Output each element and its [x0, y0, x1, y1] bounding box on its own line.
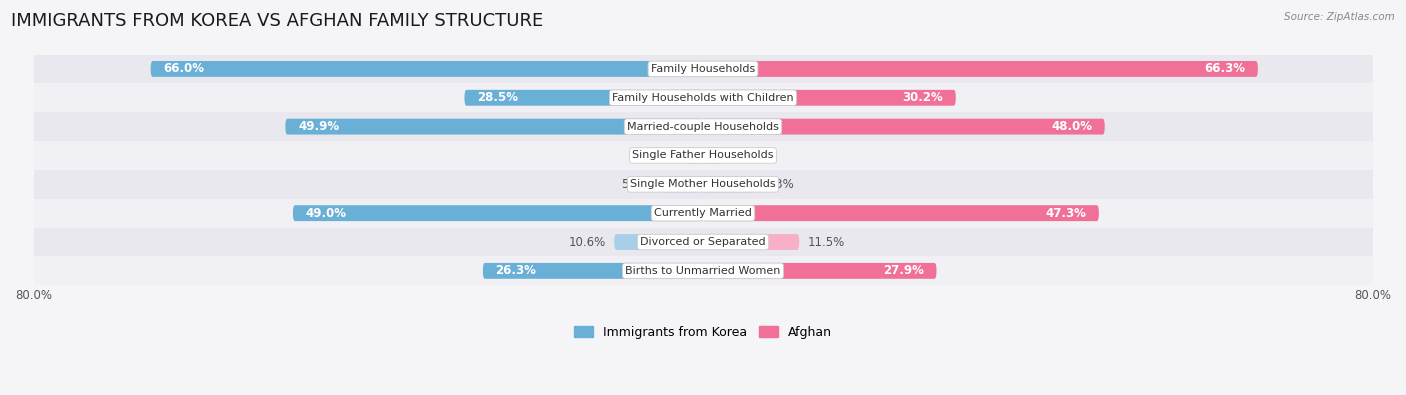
FancyBboxPatch shape — [703, 118, 1105, 135]
Bar — [34, 199, 1372, 228]
Text: 2.0%: 2.0% — [648, 149, 678, 162]
Text: 28.5%: 28.5% — [477, 91, 517, 104]
Text: 2.3%: 2.3% — [731, 149, 761, 162]
Text: Married-couple Households: Married-couple Households — [627, 122, 779, 132]
Text: Single Mother Households: Single Mother Households — [630, 179, 776, 189]
Bar — [34, 55, 1372, 83]
Bar — [34, 170, 1372, 199]
Text: 5.3%: 5.3% — [620, 178, 651, 191]
FancyBboxPatch shape — [464, 90, 703, 106]
Text: 66.0%: 66.0% — [163, 62, 204, 75]
FancyBboxPatch shape — [703, 61, 1258, 77]
Bar — [34, 256, 1372, 285]
Text: Divorced or Separated: Divorced or Separated — [640, 237, 766, 247]
Legend: Immigrants from Korea, Afghan: Immigrants from Korea, Afghan — [569, 321, 837, 344]
Text: 6.3%: 6.3% — [763, 178, 794, 191]
Text: 66.3%: 66.3% — [1205, 62, 1246, 75]
FancyBboxPatch shape — [703, 148, 723, 164]
Text: Family Households with Children: Family Households with Children — [612, 93, 794, 103]
FancyBboxPatch shape — [150, 61, 703, 77]
Text: IMMIGRANTS FROM KOREA VS AFGHAN FAMILY STRUCTURE: IMMIGRANTS FROM KOREA VS AFGHAN FAMILY S… — [11, 12, 544, 30]
FancyBboxPatch shape — [703, 263, 936, 279]
Text: 49.9%: 49.9% — [298, 120, 339, 133]
FancyBboxPatch shape — [703, 90, 956, 106]
FancyBboxPatch shape — [703, 205, 1099, 221]
Text: 48.0%: 48.0% — [1052, 120, 1092, 133]
Text: 30.2%: 30.2% — [903, 91, 943, 104]
Text: 10.6%: 10.6% — [568, 235, 606, 248]
Bar — [34, 112, 1372, 141]
FancyBboxPatch shape — [686, 148, 703, 164]
Bar — [34, 83, 1372, 112]
FancyBboxPatch shape — [614, 234, 703, 250]
FancyBboxPatch shape — [482, 263, 703, 279]
Text: Single Father Households: Single Father Households — [633, 150, 773, 160]
Text: 47.3%: 47.3% — [1046, 207, 1087, 220]
Text: Currently Married: Currently Married — [654, 208, 752, 218]
FancyBboxPatch shape — [658, 177, 703, 192]
Text: 49.0%: 49.0% — [305, 207, 346, 220]
Text: Source: ZipAtlas.com: Source: ZipAtlas.com — [1284, 12, 1395, 22]
FancyBboxPatch shape — [285, 118, 703, 135]
Text: Births to Unmarried Women: Births to Unmarried Women — [626, 266, 780, 276]
Text: 27.9%: 27.9% — [883, 264, 924, 277]
FancyBboxPatch shape — [703, 234, 799, 250]
Bar — [34, 228, 1372, 256]
Text: 11.5%: 11.5% — [807, 235, 845, 248]
Text: 26.3%: 26.3% — [495, 264, 536, 277]
FancyBboxPatch shape — [292, 205, 703, 221]
Bar — [34, 141, 1372, 170]
Text: Family Households: Family Households — [651, 64, 755, 74]
FancyBboxPatch shape — [703, 177, 755, 192]
